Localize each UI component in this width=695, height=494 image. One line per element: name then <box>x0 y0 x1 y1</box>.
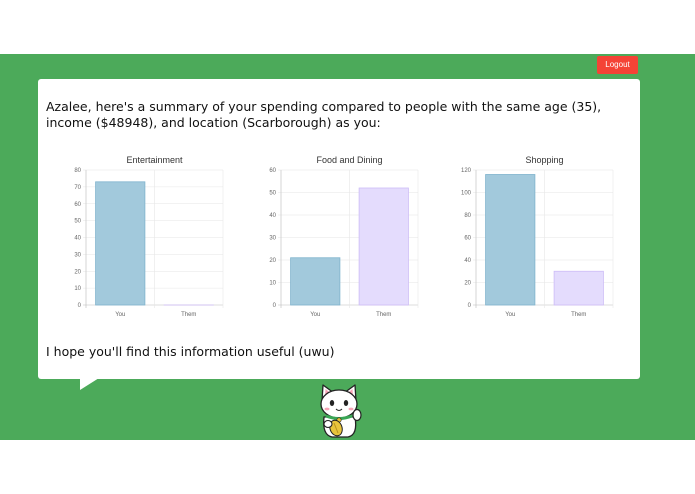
y-tick-label: 10 <box>74 286 81 292</box>
y-tick-label: 100 <box>461 191 472 197</box>
y-tick-label: 60 <box>74 202 81 208</box>
bar-them <box>553 270 604 306</box>
y-tick-label: 20 <box>269 258 276 264</box>
summary-footer: I hope you'll find this information usef… <box>46 344 335 359</box>
y-tick-label: 60 <box>269 168 276 174</box>
y-tick-label: 30 <box>74 252 81 258</box>
y-tick-label: 0 <box>78 303 82 309</box>
x-tick-label-you: You <box>505 312 515 318</box>
chart-food-and-dining: Food and Dining 0 10 20 30 40 50 60 You Them <box>269 155 419 318</box>
y-tick-label: 0 <box>273 303 277 309</box>
chart-title: Food and Dining <box>316 155 382 165</box>
y-tick-label: 60 <box>464 236 471 242</box>
y-tick-label: 40 <box>74 236 81 242</box>
y-tick-label: 50 <box>269 191 276 197</box>
cat-mascot-icon <box>320 384 362 438</box>
chart-shopping: Shopping 0 20 40 60 80 100 120 You Them <box>461 155 614 318</box>
x-tick-label-them: Them <box>571 312 586 318</box>
x-tick-label-them: Them <box>376 312 391 318</box>
speech-bubble-tail <box>80 378 99 390</box>
summary-headline: Azalee, here's a summary of your spendin… <box>46 99 602 130</box>
y-tick-label: 70 <box>74 185 81 191</box>
y-tick-label: 80 <box>74 168 81 174</box>
y-tick-label: 80 <box>464 213 471 219</box>
y-tick-label: 50 <box>74 219 81 225</box>
y-tick-label: 0 <box>468 303 472 309</box>
bar-you <box>485 174 536 306</box>
x-tick-label-you: You <box>115 312 125 318</box>
logout-button[interactable]: Logout <box>597 56 638 74</box>
x-tick-label-them: Them <box>181 312 196 318</box>
bar-you <box>95 181 146 306</box>
y-tick-label: 20 <box>464 281 471 287</box>
y-tick-label: 30 <box>269 236 276 242</box>
chart-entertainment: Entertainment 0 10 20 30 40 50 60 70 80 You Them <box>74 155 224 318</box>
y-tick-label: 20 <box>74 269 81 275</box>
bar-you <box>290 257 341 306</box>
y-tick-label: 120 <box>461 168 472 174</box>
y-tick-label: 10 <box>269 281 276 287</box>
chart-title: Entertainment <box>126 155 183 165</box>
bar-them <box>358 187 409 306</box>
y-tick-label: 40 <box>269 213 276 219</box>
y-tick-label: 40 <box>464 258 471 264</box>
x-tick-label-you: You <box>310 312 320 318</box>
chart-title: Shopping <box>525 155 563 165</box>
